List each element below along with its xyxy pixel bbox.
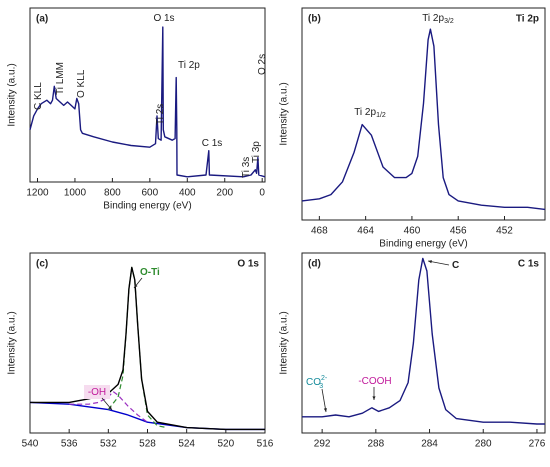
plot-frame (29, 7, 266, 183)
annotation: Ti 2p3/2 (422, 13, 454, 25)
x-tick-label: 400 (179, 188, 196, 199)
annotation: Ti 3s (241, 157, 252, 178)
panel-title: Ti 2p (516, 14, 539, 25)
annotation: C (452, 260, 459, 271)
y-axis-label: Intensity (a.u.) (279, 311, 290, 374)
x-tick-label: 284 (421, 439, 438, 450)
annotation: O 2s (257, 54, 268, 75)
annotation: Ti LMM (55, 62, 66, 95)
annotation-text: Ti 2p (422, 13, 444, 24)
x-tick-label: 288 (367, 439, 384, 450)
plot-frame (29, 252, 266, 434)
annotation: -OH (88, 387, 106, 398)
annotation-sub: 3/2 (444, 18, 454, 25)
panel-label: (b) (308, 14, 321, 25)
spectrum-line (29, 26, 266, 178)
annotation-text: O 2s (257, 54, 268, 75)
annotation: CO2-3 (306, 375, 328, 390)
annotation-sup: 2- (321, 375, 328, 382)
annotation: Ti 3p (251, 141, 262, 163)
x-tick-label: 276 (529, 439, 546, 450)
x-tick-label: 280 (475, 439, 492, 450)
annotation-text: Ti LMM (55, 62, 66, 95)
annotation-sub: 3 (319, 383, 323, 390)
panel-title: C 1s (518, 259, 540, 270)
annotation: O 1s (153, 13, 174, 24)
y-axis-label: Intensity (a.u.) (7, 311, 18, 374)
x-tick-label: 200 (216, 188, 233, 199)
annotation: Ti 2p (178, 60, 200, 71)
x-tick-label: 460 (404, 226, 421, 237)
x-tick-label: 540 (22, 439, 39, 450)
annotation: O-Ti (140, 267, 160, 278)
annotation-box (84, 385, 110, 399)
annotation-text: Ti 2p (354, 107, 376, 118)
annotation-text: -OH (88, 387, 106, 398)
annotation-text: Ti 2s (155, 104, 166, 125)
annotation-text: C KLL (33, 82, 44, 110)
spectrum-line (29, 401, 265, 431)
x-tick-label: 532 (100, 439, 117, 450)
arrow-head (134, 284, 138, 288)
panel-label: (a) (36, 14, 48, 25)
x-axis-label: Binding energy (eV) (379, 239, 467, 250)
x-tick-label: 456 (450, 226, 467, 237)
annotation-text: CO (306, 377, 321, 388)
arrow-head (323, 408, 327, 412)
annotation: -COOH (358, 376, 391, 387)
x-tick-label: 0 (259, 188, 265, 199)
spectrum-line (301, 28, 546, 211)
x-tick-label: 800 (104, 188, 121, 199)
annotation-text: C (452, 260, 459, 271)
annotation-text: -COOH (358, 376, 391, 387)
x-tick-label: 1000 (64, 188, 87, 199)
x-axis-label: Binding energy (eV) (103, 201, 191, 212)
spectrum-line (30, 266, 265, 431)
panel-title: O 1s (237, 259, 259, 270)
x-tick-label: 1200 (26, 188, 49, 199)
x-tick-label: 536 (61, 439, 78, 450)
x-tick-label: 464 (357, 226, 374, 237)
plot-frame (301, 252, 546, 434)
x-tick-label: 600 (141, 188, 158, 199)
x-tick-label: 528 (139, 439, 156, 450)
annotation-text: O-Ti (140, 267, 160, 278)
annotation-arrow (321, 388, 327, 413)
annotation: C 1s (202, 138, 223, 149)
annotation: O KLL (76, 69, 87, 98)
x-tick-label: 520 (217, 439, 234, 450)
annotation-sub: 1/2 (376, 112, 386, 119)
annotation-text: O KLL (76, 69, 87, 98)
panel-label: (d) (308, 259, 321, 270)
arrow-head (372, 396, 376, 400)
annotation-text: O 1s (153, 13, 174, 24)
annotation-text: Ti 2p (178, 60, 200, 71)
annotation: C KLL (33, 82, 44, 110)
plot-frame (301, 7, 546, 221)
panel-label: (c) (36, 259, 48, 270)
spectrum-line (107, 266, 168, 429)
y-axis-label: Intensity (a.u.) (279, 82, 290, 145)
x-tick-label: 452 (496, 226, 513, 237)
arrow-head (108, 406, 112, 410)
annotation-text: Ti 3p (251, 141, 262, 163)
annotation: Ti 2s (155, 104, 166, 125)
x-tick-label: 292 (314, 439, 331, 450)
spectrum-line (302, 257, 545, 425)
x-tick-label: 516 (257, 439, 274, 450)
annotation-text: C 1s (202, 138, 223, 149)
x-tick-label: 524 (178, 439, 195, 450)
x-tick-label: 468 (311, 226, 328, 237)
y-axis-label: Intensity (a.u.) (7, 63, 18, 126)
annotation-text: Ti 3s (241, 157, 252, 178)
annotation: Ti 2p1/2 (354, 107, 386, 119)
arrow-head (428, 260, 432, 264)
